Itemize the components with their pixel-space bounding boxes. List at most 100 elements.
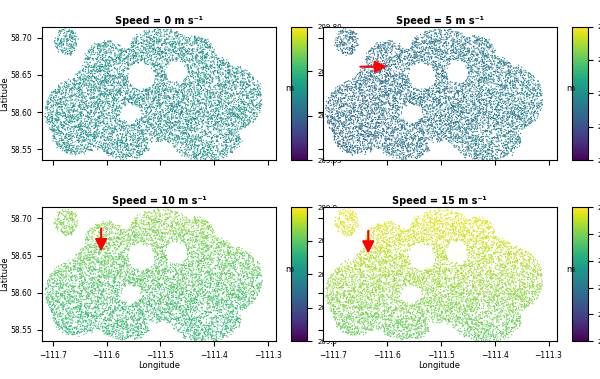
Point bbox=[389, 315, 399, 321]
Point bbox=[458, 224, 468, 230]
Point bbox=[362, 249, 371, 255]
Point bbox=[169, 229, 178, 235]
Point bbox=[464, 289, 474, 295]
Point bbox=[400, 139, 409, 145]
Point bbox=[377, 244, 386, 251]
Point bbox=[182, 122, 192, 128]
Point bbox=[442, 252, 451, 258]
Point bbox=[493, 134, 503, 140]
Point bbox=[352, 78, 361, 84]
Point bbox=[67, 142, 76, 148]
Point bbox=[499, 246, 508, 252]
Point bbox=[160, 113, 169, 119]
Point bbox=[486, 76, 496, 82]
Point bbox=[492, 336, 502, 342]
Point bbox=[58, 27, 67, 33]
Point bbox=[352, 266, 361, 272]
Point bbox=[46, 291, 56, 298]
Point bbox=[405, 60, 415, 66]
Point bbox=[255, 261, 265, 267]
Point bbox=[410, 155, 420, 161]
Point bbox=[470, 39, 479, 45]
Point bbox=[349, 280, 359, 286]
Point bbox=[407, 43, 416, 49]
Point bbox=[397, 236, 406, 242]
Point bbox=[75, 149, 85, 155]
Point bbox=[180, 59, 190, 65]
Point bbox=[127, 220, 137, 226]
Point bbox=[82, 256, 91, 262]
Point bbox=[404, 237, 414, 243]
Point bbox=[212, 310, 222, 316]
Point bbox=[50, 39, 59, 45]
Point bbox=[419, 111, 428, 117]
Point bbox=[399, 72, 409, 78]
Point bbox=[199, 259, 208, 265]
Point bbox=[112, 273, 121, 279]
Point bbox=[466, 298, 475, 304]
Point bbox=[175, 100, 185, 106]
Point bbox=[520, 106, 530, 112]
Point bbox=[477, 75, 487, 81]
Point bbox=[194, 251, 203, 257]
Point bbox=[455, 136, 465, 142]
Point bbox=[424, 309, 434, 315]
Point bbox=[536, 280, 546, 287]
Point bbox=[444, 277, 454, 283]
Point bbox=[349, 293, 358, 299]
Point bbox=[139, 41, 149, 47]
Point bbox=[205, 325, 215, 331]
Point bbox=[437, 281, 446, 287]
Point bbox=[355, 125, 365, 131]
Point bbox=[50, 135, 59, 141]
Point bbox=[58, 223, 67, 229]
Point bbox=[185, 42, 194, 48]
Point bbox=[391, 139, 400, 145]
Point bbox=[447, 52, 457, 58]
Point bbox=[199, 88, 208, 94]
Point bbox=[193, 233, 202, 240]
Point bbox=[471, 287, 481, 293]
Point bbox=[208, 288, 217, 294]
Point bbox=[110, 290, 119, 296]
Point bbox=[431, 276, 441, 282]
Point bbox=[482, 322, 491, 328]
Point bbox=[99, 262, 109, 268]
Point bbox=[470, 112, 480, 118]
Point bbox=[178, 276, 187, 282]
Point bbox=[171, 58, 181, 64]
Point bbox=[189, 144, 199, 150]
Point bbox=[407, 321, 417, 327]
Point bbox=[463, 139, 472, 145]
Point bbox=[121, 131, 131, 137]
Point bbox=[470, 216, 480, 222]
Point bbox=[509, 146, 519, 152]
Point bbox=[190, 55, 200, 61]
Point bbox=[161, 310, 170, 316]
Point bbox=[488, 327, 498, 333]
Point bbox=[113, 108, 122, 114]
Point bbox=[355, 285, 365, 291]
Point bbox=[425, 267, 434, 273]
Point bbox=[58, 306, 68, 312]
Point bbox=[110, 280, 119, 286]
Point bbox=[350, 81, 360, 87]
Point bbox=[372, 100, 382, 106]
Point bbox=[381, 91, 391, 97]
Point bbox=[407, 141, 416, 147]
Point bbox=[433, 70, 443, 76]
Point bbox=[438, 267, 448, 273]
Point bbox=[136, 326, 146, 332]
Point bbox=[236, 111, 246, 117]
Point bbox=[143, 98, 153, 104]
Point bbox=[386, 227, 396, 233]
Point bbox=[457, 136, 467, 143]
Point bbox=[202, 86, 212, 92]
Point bbox=[156, 311, 166, 317]
Point bbox=[102, 73, 112, 79]
Point bbox=[483, 147, 493, 153]
Point bbox=[457, 269, 467, 276]
Point bbox=[434, 305, 444, 312]
Point bbox=[481, 235, 491, 241]
Point bbox=[86, 284, 96, 290]
